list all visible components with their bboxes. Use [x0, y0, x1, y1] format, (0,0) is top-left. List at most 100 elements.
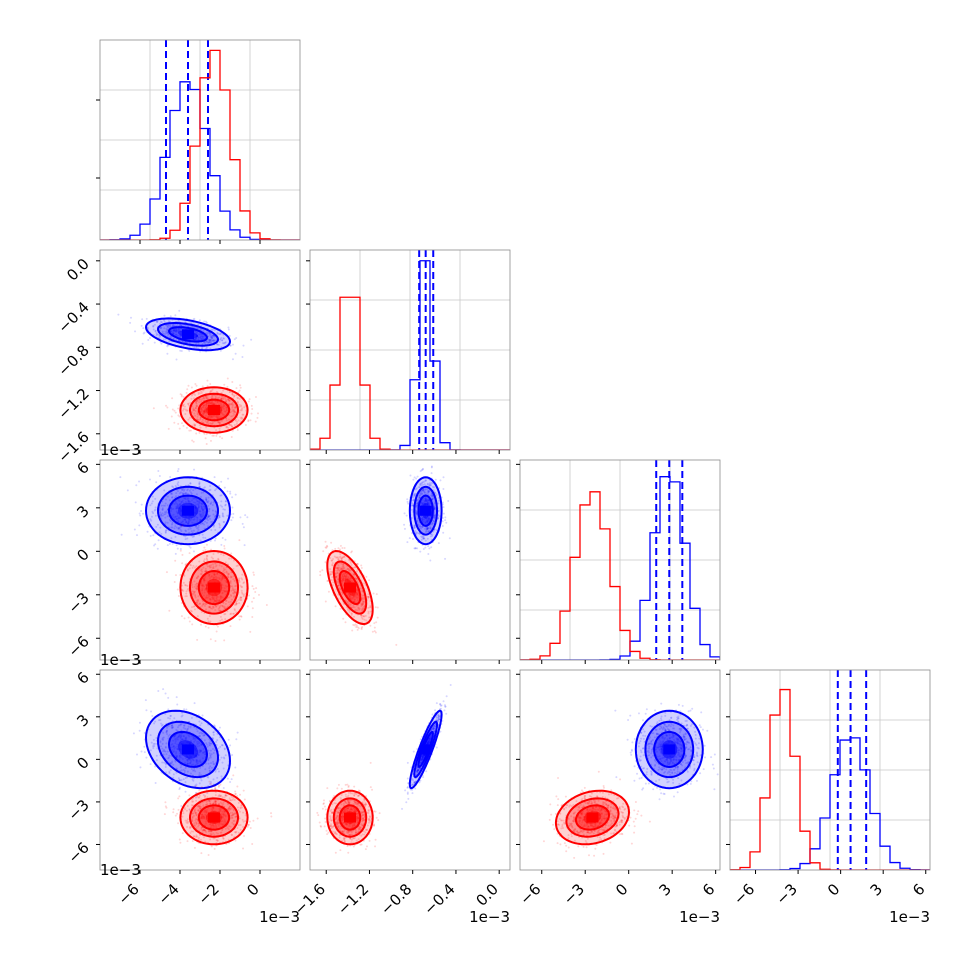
scatter-point [175, 517, 178, 520]
scatter-point [161, 508, 164, 511]
scatter-point [161, 508, 164, 511]
scatter-point [184, 584, 187, 587]
scatter-point [230, 778, 233, 781]
scatter-point [242, 595, 245, 598]
scatter-point [348, 569, 351, 572]
scatter-point [203, 412, 206, 415]
scatter-point [206, 617, 209, 620]
scatter-point [214, 565, 217, 568]
scatter-point [145, 709, 148, 712]
scatter-point [180, 395, 183, 398]
scatter-point [200, 391, 203, 394]
scatter-point [231, 496, 234, 499]
scatter-point [339, 555, 342, 558]
scatter-point [202, 491, 205, 494]
scatter-point [208, 332, 211, 335]
scatter-point [356, 597, 359, 600]
scatter-point [210, 339, 213, 342]
scatter-point [418, 496, 421, 499]
scatter-point [215, 605, 218, 608]
scatter-point [346, 601, 349, 604]
scatter-point [196, 518, 199, 521]
scatter-point [212, 513, 215, 516]
scatter-point [234, 790, 237, 793]
scatter-point [163, 320, 166, 323]
scatter-point [228, 423, 231, 426]
scatter-point [343, 573, 346, 576]
scatter-point [163, 513, 166, 516]
scatter-point [373, 626, 376, 629]
scatter-point [342, 573, 345, 576]
scatter-point [341, 593, 344, 596]
scatter-point [238, 602, 241, 605]
scatter-point [197, 507, 200, 510]
scatter-point [232, 567, 235, 570]
scatter-point [186, 341, 189, 344]
scatter-point [206, 331, 209, 334]
scatter-point [239, 416, 242, 419]
scatter-point [184, 563, 187, 566]
scatter-point [196, 399, 199, 402]
scatter-point [189, 491, 192, 494]
scatter-point [325, 546, 328, 549]
scatter-point [251, 407, 254, 410]
scatter-point [208, 339, 211, 342]
scatter-point [198, 319, 201, 322]
scatter-point [164, 529, 167, 532]
scatter-point [240, 409, 243, 412]
scatter-point [177, 320, 180, 323]
scatter-point [225, 571, 228, 574]
scatter-point [211, 401, 214, 404]
scatter-point [220, 494, 223, 497]
scatter-point [186, 568, 189, 571]
scatter-point [341, 556, 344, 559]
scatter-point [180, 615, 183, 618]
scatter-point [237, 397, 240, 400]
scatter-point [192, 550, 195, 553]
scatter-point [427, 490, 430, 493]
scatter-point [211, 566, 214, 569]
scatter-point [205, 340, 208, 343]
scatter-point [342, 567, 345, 570]
scatter-point [241, 356, 244, 359]
scatter-point [429, 527, 432, 530]
scatter-point [429, 483, 432, 486]
scatter-point [224, 500, 227, 503]
scatter-point [243, 544, 246, 547]
scatter-point [192, 325, 195, 328]
scatter-point [224, 398, 227, 401]
scatter-point [213, 576, 216, 579]
scatter-point [208, 403, 211, 406]
scatter-point [200, 515, 203, 518]
scatter-point [152, 324, 155, 327]
scatter-point [448, 537, 451, 540]
scatter-point [192, 440, 195, 443]
scatter-point [211, 394, 214, 397]
scatter-point [160, 504, 163, 507]
scatter-point [201, 406, 204, 409]
scatter-point [234, 588, 237, 591]
scatter-point [340, 557, 343, 560]
scatter-point [218, 516, 221, 519]
scatter-point [189, 487, 192, 490]
scatter-point [422, 499, 425, 502]
scatter-point [203, 570, 206, 573]
scatter-point [201, 385, 204, 388]
scatter-point [184, 518, 187, 521]
scatter-point [223, 568, 226, 571]
scatter-point [203, 342, 206, 345]
scatter-point [196, 500, 199, 503]
scatter-point [432, 497, 435, 500]
scatter-point [325, 544, 328, 547]
scatter-point [232, 589, 235, 592]
scatter-point [270, 812, 273, 815]
scatter-point [205, 426, 208, 429]
scatter-point [431, 522, 434, 525]
scatter-point [229, 411, 232, 414]
scatter-point [247, 594, 250, 597]
panel-bg [310, 460, 510, 660]
scatter-point [172, 329, 175, 332]
scatter-point [186, 537, 189, 540]
scatter-point [223, 605, 226, 608]
scatter-point [426, 520, 429, 523]
